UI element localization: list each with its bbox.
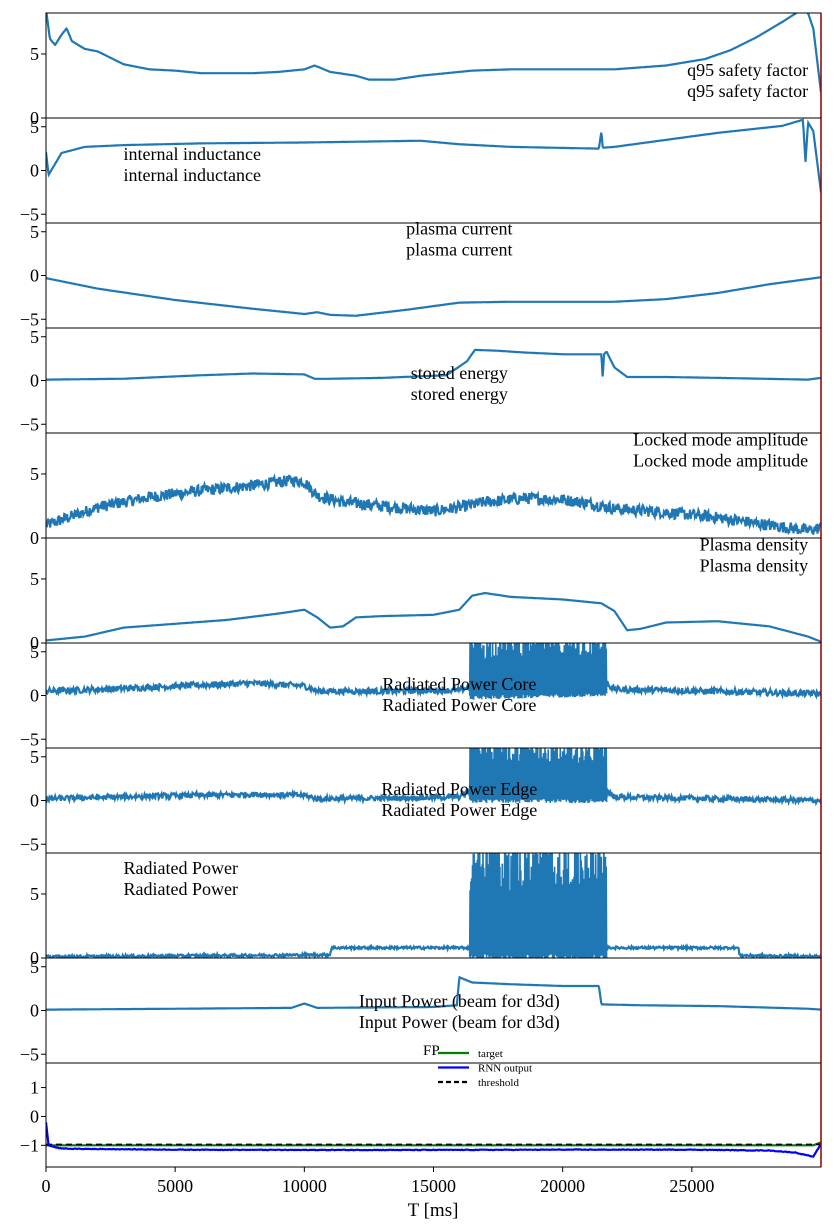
x-tick-label: 0: [42, 1176, 51, 1196]
x-tick-label: 25000: [669, 1176, 714, 1196]
rnn-output-line: [46, 1122, 821, 1158]
y-tick-label: 5: [30, 642, 39, 662]
target-line: [46, 1141, 821, 1147]
y-tick-label: 5: [30, 957, 39, 977]
burst-oscillation: [468, 748, 608, 804]
panel-label: q95 safety factor: [687, 60, 808, 80]
signal-line: [46, 942, 821, 958]
x-axis-label: T [ms]: [408, 1200, 459, 1221]
panel-label-repeat: Input Power (beam for d3d): [359, 1012, 560, 1033]
signal-line: [46, 348, 821, 381]
output-panel: −1 0 1 FP target RNN output threshold: [20, 1043, 822, 1168]
panel-label-repeat: Locked mode amplitude: [633, 450, 808, 470]
panel-label-repeat: Plasma density: [700, 555, 809, 575]
fp-tag: FP: [423, 1043, 440, 1059]
burst-oscillation: [468, 643, 608, 700]
y-tick-label: 5: [30, 44, 39, 64]
panel-label: Plasma density: [700, 534, 809, 554]
panel-label-repeat: internal inductance: [124, 165, 261, 185]
y-tick-label: −1: [20, 1135, 39, 1155]
y-tick-label: 5: [30, 117, 39, 137]
x-tick-label: 15000: [411, 1176, 456, 1196]
signal-line: [46, 592, 821, 643]
y-tick-label: 1: [30, 1078, 39, 1098]
panel-label-repeat: stored energy: [411, 384, 508, 404]
y-tick-label: −5: [20, 834, 39, 854]
x-tick-label: 20000: [540, 1176, 585, 1196]
panel-label-repeat: plasma current: [406, 239, 512, 259]
panel-label-repeat: Radiated Power Edge: [381, 800, 537, 820]
y-tick-label: 0: [30, 633, 39, 653]
panel-label: Radiated Power: [124, 858, 238, 878]
y-tick-label: 0: [30, 1001, 39, 1021]
y-tick-label: 0: [30, 1106, 39, 1126]
legend-label: threshold: [478, 1077, 519, 1089]
y-tick-label: −5: [20, 204, 39, 224]
y-tick-label: 0: [30, 161, 39, 181]
signal-line: [46, 13, 821, 93]
signal-line: [46, 677, 821, 700]
x-tick-label: 5000: [157, 1176, 193, 1196]
signal-line: [46, 783, 821, 807]
signal-line: [46, 118, 821, 193]
y-tick-label: 5: [30, 569, 39, 589]
y-tick-label: 5: [30, 327, 39, 347]
y-tick-label: 5: [30, 884, 39, 904]
y-tick-label: −5: [20, 1044, 39, 1064]
y-tick-label: 0: [30, 108, 39, 128]
panel-label: Radiated Power Edge: [381, 779, 537, 799]
y-tick-label: 0: [30, 791, 39, 811]
legend-label: target: [478, 1048, 503, 1060]
panel-label: Radiated Power Core: [382, 674, 536, 694]
x-axis: 0 5000 10000 15000 20000 25000: [42, 1167, 714, 1196]
y-tick-label: 0: [30, 266, 39, 286]
burst-oscillation: [468, 853, 608, 958]
y-tick-label: 0: [30, 528, 39, 548]
y-tick-label: −5: [20, 729, 39, 749]
signal-line: [46, 276, 821, 317]
legend-label: RNN output: [478, 1063, 532, 1075]
panel-label-repeat: q95 safety factor: [687, 81, 808, 101]
panel-label: stored energy: [411, 363, 508, 383]
y-tick-label: 5: [30, 222, 39, 242]
y-tick-label: 0: [30, 371, 39, 391]
panel-label: plasma current: [406, 218, 512, 238]
panel-label-repeat: Radiated Power: [124, 879, 238, 899]
signal-line: [46, 975, 821, 1011]
y-tick-label: 5: [30, 747, 39, 767]
x-tick-label: 10000: [282, 1176, 327, 1196]
y-tick-label: 5: [30, 464, 39, 484]
y-tick-label: 0: [30, 686, 39, 706]
panel-label: internal inductance: [124, 144, 261, 164]
panel-label: Input Power (beam for d3d): [359, 991, 560, 1012]
y-tick-label: −5: [20, 414, 39, 434]
y-tick-label: 0: [30, 948, 39, 968]
panel-10: −5 0 5 Input Power (beam for d3d)Input Powe…: [20, 957, 822, 1064]
signal-line: [46, 473, 821, 536]
y-tick-label: −5: [20, 309, 39, 329]
panel-label: Locked mode amplitude: [633, 429, 808, 449]
panel-label-repeat: Radiated Power Core: [382, 695, 536, 715]
